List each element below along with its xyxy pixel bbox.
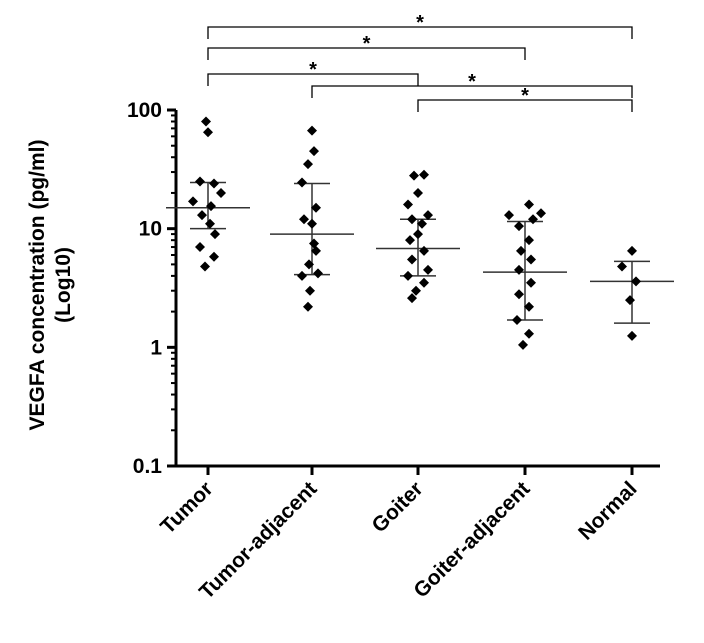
data-point — [524, 235, 534, 246]
data-point — [405, 235, 415, 246]
data-point — [411, 285, 421, 296]
significance-star: * — [363, 33, 371, 55]
y-axis-title-line2: (Log10) — [52, 247, 75, 323]
data-point — [423, 264, 433, 275]
data-point — [536, 208, 546, 219]
data-point — [407, 254, 417, 265]
data-point — [524, 301, 534, 312]
data-point — [627, 330, 637, 341]
data-point — [303, 159, 313, 170]
data-point — [423, 210, 433, 221]
significance-bracket — [417, 99, 633, 112]
significance-brackets: * * * * * — [207, 12, 633, 112]
data-point — [512, 314, 522, 325]
data-point — [419, 277, 429, 288]
data-point — [627, 245, 637, 256]
data-point — [188, 196, 198, 207]
data-point — [625, 295, 635, 306]
data-point — [413, 187, 423, 198]
y-tick-label: 0.1 — [133, 455, 163, 478]
data-point — [528, 214, 538, 225]
x-category-label: Normal — [574, 477, 641, 544]
data-point — [524, 328, 534, 339]
data-point — [514, 221, 524, 232]
significance-star: * — [521, 85, 529, 107]
data-point — [311, 245, 321, 256]
y-tick-label: 10 — [139, 218, 162, 241]
data-point — [216, 187, 226, 198]
data-point — [201, 116, 211, 127]
data-point — [195, 176, 205, 187]
data-point — [526, 254, 536, 265]
data-point — [195, 242, 205, 253]
data-point — [309, 146, 319, 157]
data-point — [516, 245, 526, 256]
data-point — [305, 285, 315, 296]
significance-star: * — [468, 71, 476, 93]
significance-bracket — [207, 47, 526, 60]
data-point — [307, 218, 317, 229]
y-tick-label: 100 — [127, 99, 162, 122]
significance-bracket — [207, 26, 633, 39]
data-point — [504, 210, 514, 221]
data-point — [409, 170, 419, 181]
data-point — [210, 229, 220, 240]
summary-bars — [166, 181, 674, 324]
y-tick-label: 1 — [150, 336, 162, 359]
x-category-label: Goiter — [368, 477, 428, 537]
data-point — [297, 177, 307, 188]
data-point — [200, 261, 210, 272]
data-point — [205, 218, 215, 229]
data-point — [297, 270, 307, 281]
data-point — [307, 125, 317, 136]
data-point — [407, 293, 417, 304]
data-point — [617, 261, 627, 272]
data-point — [304, 259, 314, 270]
data-point — [309, 238, 319, 249]
data-point — [206, 201, 216, 212]
data-point — [203, 127, 213, 138]
data-point — [518, 339, 528, 350]
data-point — [209, 178, 219, 189]
data-point — [419, 169, 429, 180]
significance-star: * — [309, 59, 317, 81]
data-point — [514, 289, 524, 300]
significance-bracket — [207, 73, 419, 86]
data-point — [403, 199, 413, 210]
data-point — [209, 251, 219, 262]
data-point — [419, 245, 429, 256]
data-point — [407, 214, 417, 225]
data-point — [299, 214, 309, 225]
y-axis-title: VEGFA concentration (pg/ml) (Log10) — [26, 140, 75, 431]
data-points — [188, 116, 641, 350]
x-category-label: Goiter-adjacent — [409, 477, 534, 602]
data-point — [311, 202, 321, 213]
data-point — [313, 268, 323, 279]
data-point — [197, 210, 207, 221]
data-point — [631, 276, 641, 287]
y-axis-title-line1: VEGFA concentration (pg/ml) — [26, 140, 49, 431]
data-point — [417, 218, 427, 229]
y-axis: 0.1 1 10 100 — [127, 99, 178, 478]
data-point — [403, 270, 413, 281]
data-point — [514, 264, 524, 275]
data-point — [526, 277, 536, 288]
data-point — [524, 199, 534, 210]
significance-bracket — [311, 85, 633, 98]
data-point — [413, 229, 423, 240]
x-category-label: Tumor — [156, 477, 217, 538]
data-point — [303, 301, 313, 312]
significance-star: * — [416, 12, 424, 34]
